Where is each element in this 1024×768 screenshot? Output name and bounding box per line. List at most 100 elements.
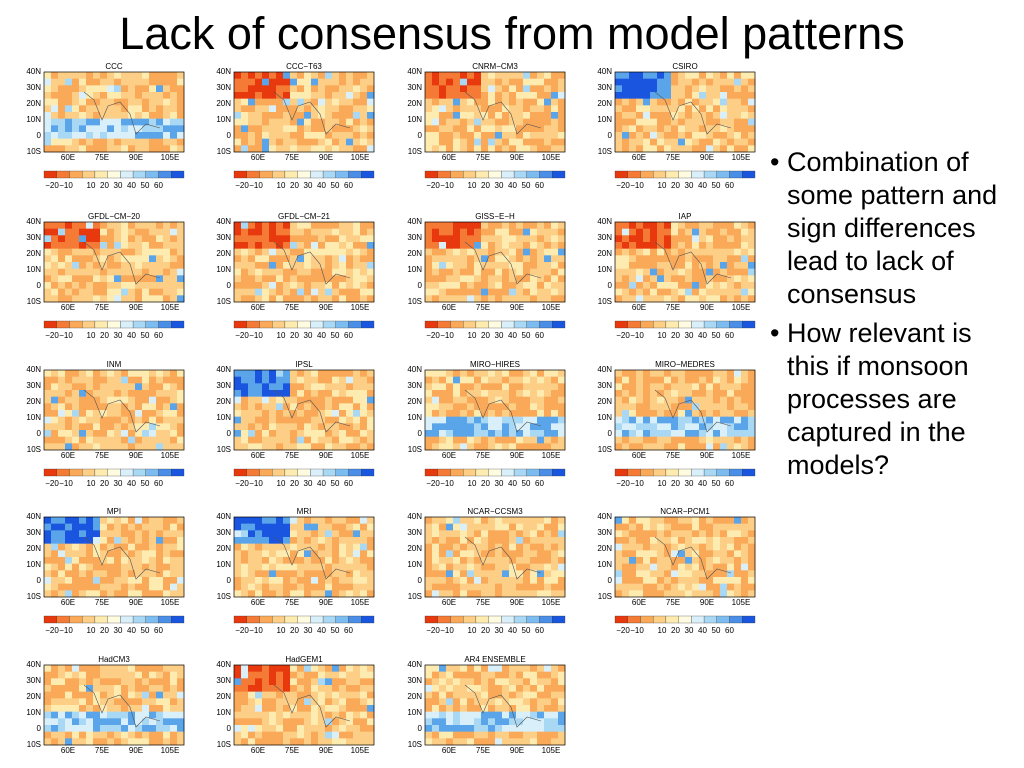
map-cell	[86, 396, 94, 404]
map-cell	[262, 288, 270, 296]
map-cell	[297, 557, 305, 564]
map-cell	[163, 396, 171, 404]
map-cell	[432, 282, 440, 289]
map-cell	[706, 132, 714, 139]
map-cell	[460, 678, 468, 686]
map-cell	[339, 523, 347, 531]
map-cell	[332, 517, 340, 524]
map-cell	[107, 105, 115, 113]
map-cell	[283, 376, 291, 384]
map-cell	[537, 242, 545, 249]
lon-label: 90E	[700, 303, 714, 312]
map-cell	[432, 537, 440, 544]
map-cell	[558, 275, 566, 283]
map-cell	[367, 718, 375, 726]
map-cell	[523, 288, 531, 296]
map-cell	[234, 731, 242, 739]
map-cell	[671, 85, 679, 93]
map-cell	[629, 125, 637, 133]
map-cell	[692, 590, 700, 598]
map-cell	[339, 138, 347, 146]
map-cell	[516, 430, 524, 437]
map-cell	[425, 112, 433, 119]
map-cell	[51, 738, 59, 746]
map-cell	[283, 248, 291, 256]
map-cell	[439, 550, 447, 558]
map-cell	[65, 72, 73, 79]
map-cell	[128, 138, 136, 146]
map-cell	[692, 423, 700, 431]
map-cell	[269, 242, 277, 249]
lon-label: 75E	[476, 451, 490, 460]
map-cell	[664, 436, 672, 444]
colorbar-label: 40	[317, 331, 326, 340]
map-cell	[488, 228, 496, 236]
map-cell	[156, 295, 164, 303]
map-cell	[346, 376, 354, 384]
map-cell	[488, 288, 496, 296]
map-cell	[671, 376, 679, 384]
map-cell	[276, 118, 284, 126]
colorbar-cell	[665, 170, 679, 179]
map-cell	[276, 92, 284, 99]
map-cell	[692, 288, 700, 296]
map-cell	[325, 242, 333, 249]
map-cell	[248, 255, 256, 263]
map-cell	[170, 390, 178, 397]
map-cell	[170, 228, 178, 236]
map-cell	[720, 370, 728, 377]
map-cell	[255, 577, 263, 584]
lat-label: 20N	[407, 397, 422, 406]
map-cell	[177, 436, 185, 444]
map-cell	[241, 383, 249, 391]
map-cell	[170, 396, 178, 404]
map-cell	[234, 665, 242, 672]
map-cell	[530, 105, 538, 113]
map-cell	[706, 543, 714, 551]
map-cell	[332, 295, 340, 303]
map-cell	[650, 248, 658, 256]
map-cell	[332, 98, 340, 106]
map-cell	[332, 92, 340, 99]
map-cell	[699, 262, 707, 269]
map-cell	[509, 671, 517, 679]
map-cell	[727, 523, 735, 531]
map-cell	[149, 543, 157, 551]
map-cell	[425, 423, 433, 431]
map-cell	[734, 423, 742, 431]
map-cell	[248, 550, 256, 558]
map-cell	[636, 376, 644, 384]
map-cell	[360, 583, 368, 591]
map-cell	[460, 262, 468, 269]
map-cell	[107, 530, 115, 538]
map-cell	[551, 282, 559, 289]
map-cell	[741, 423, 749, 431]
map-cell	[241, 370, 249, 377]
map-cell	[467, 125, 475, 133]
map-cell	[44, 72, 52, 79]
map-cell	[170, 517, 178, 524]
map-cell	[699, 138, 707, 146]
map-cell	[44, 98, 52, 106]
map-cell	[460, 132, 468, 139]
colorbar-label: 40	[508, 181, 517, 190]
map-cell	[467, 530, 475, 538]
map-cell	[664, 570, 672, 578]
map-cell	[156, 288, 164, 296]
map-cell	[177, 118, 185, 126]
map-cell	[269, 228, 277, 236]
map-cell	[748, 590, 756, 598]
colorbar-label: 60	[535, 181, 544, 190]
map-cell	[311, 295, 319, 303]
map-cell	[269, 517, 277, 524]
map-cell	[360, 698, 368, 706]
map-cell	[332, 78, 340, 86]
map-cell	[367, 72, 375, 79]
map-cell	[241, 376, 249, 384]
map-cell	[44, 738, 52, 746]
map-cell	[121, 98, 129, 106]
lat-label: 40N	[597, 217, 612, 226]
map-cell	[114, 222, 122, 229]
map-cell	[269, 718, 277, 726]
colorbar-cell	[463, 320, 477, 329]
